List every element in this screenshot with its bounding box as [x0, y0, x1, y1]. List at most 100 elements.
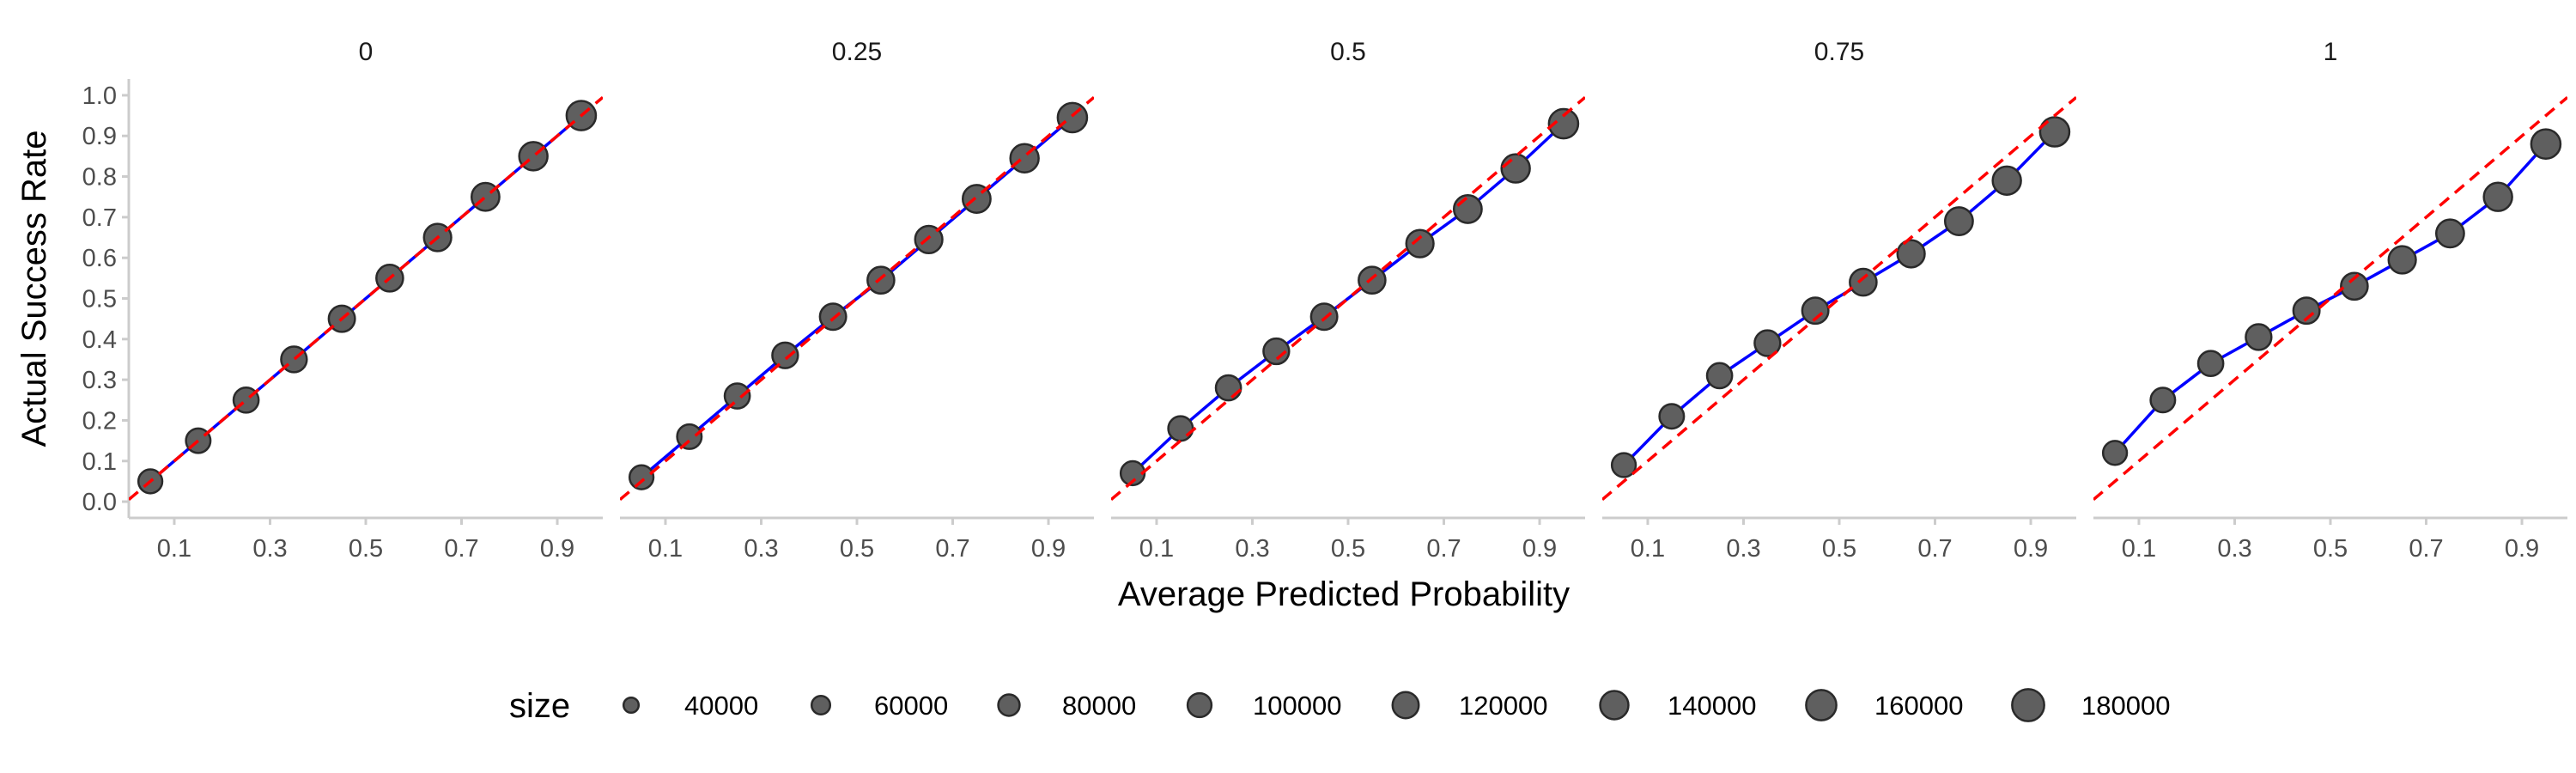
- data-point: [1849, 267, 1878, 297]
- data-point: [2101, 440, 2129, 466]
- facet-panel-1: 0.25 0.1 0.3 0.5 0.7 0.9: [620, 38, 1094, 563]
- legend-label: 180000: [2081, 691, 2170, 721]
- data-point: [1547, 107, 1580, 140]
- legend-label: 140000: [1668, 691, 1756, 721]
- x-tick-label: 0.7: [444, 535, 478, 563]
- fit-line: [640, 116, 1074, 479]
- data-point: [1705, 362, 1734, 390]
- fit-line: [2113, 143, 2548, 454]
- data-point: [676, 423, 703, 450]
- data-point: [1753, 329, 1782, 357]
- data-point: [2387, 245, 2417, 275]
- data-point: [628, 464, 655, 490]
- data-point: [2482, 181, 2513, 212]
- x-tick-label: 0.7: [2409, 535, 2443, 563]
- x-tick-label: 0.5: [1331, 535, 1365, 563]
- data-point: [2530, 128, 2562, 160]
- legend-title: size: [509, 687, 570, 725]
- legend-key: [1186, 691, 1213, 719]
- facet-panel-4: 1 0.1 0.3 0.5 0.7 0.9: [2093, 38, 2567, 563]
- y-tick-label: 1.0: [82, 82, 117, 110]
- reference-line: [1602, 95, 2076, 502]
- facet-label: 0.75: [1814, 38, 1864, 66]
- legend-label: 40000: [684, 691, 758, 721]
- x-tick-label: 0.5: [2313, 535, 2348, 563]
- data-point: [2196, 350, 2225, 378]
- data-point: [914, 224, 944, 255]
- x-tick-label: 0.3: [1235, 535, 1269, 563]
- x-tick-label: 0.3: [252, 535, 287, 563]
- legend-key: [2011, 688, 2045, 722]
- y-tick-label: 0.5: [82, 286, 117, 313]
- data-point: [771, 341, 799, 369]
- legend-label: 80000: [1062, 691, 1136, 721]
- facet-panel-0: 0 0.0 0.1 0.2 0.3 0.4 0.5 0.6 0.7 0.8 0.9 1.0 0.1 0.3…: [82, 38, 603, 563]
- data-point: [818, 302, 848, 332]
- data-point: [1405, 228, 1435, 259]
- reference-line: [1111, 95, 1585, 502]
- data-point: [723, 382, 751, 410]
- y-tick-label: 0.3: [82, 367, 117, 394]
- data-point: [1658, 403, 1686, 430]
- data-point: [1167, 415, 1194, 442]
- y-tick-label: 0.6: [82, 245, 117, 272]
- data-point: [1801, 296, 1830, 326]
- x-tick-label: 0.3: [2217, 535, 2251, 563]
- legend-item: 180000: [2011, 688, 2170, 722]
- data-point: [1500, 153, 1531, 184]
- legend-item: 100000: [1186, 691, 1341, 721]
- legend-item: 40000: [622, 691, 758, 721]
- x-tick-label: 0.1: [157, 535, 191, 563]
- x-tick-label: 0.7: [935, 535, 969, 563]
- legend-item: 140000: [1599, 690, 1756, 721]
- x-tick-label: 0.9: [2014, 535, 2048, 563]
- data-point: [2340, 271, 2369, 301]
- x-tick-label: 0.1: [1139, 535, 1174, 563]
- x-tick-label: 0.5: [349, 535, 383, 563]
- x-tick-label: 0.9: [1522, 535, 1557, 563]
- facet-label: 0.5: [1330, 38, 1366, 66]
- y-axis-title: Actual Success Rate: [15, 130, 53, 447]
- data-point: [2245, 323, 2273, 351]
- legend-key: [997, 693, 1021, 717]
- facet-panel-3: 0.75 0.1 0.3 0.5 0.7 0.9: [1602, 38, 2076, 563]
- x-tick-label: 0.7: [1426, 535, 1461, 563]
- y-tick-label: 0.1: [82, 448, 117, 476]
- legend-key: [1805, 689, 1838, 721]
- x-tick-label: 0.1: [1631, 535, 1665, 563]
- legend-label: 100000: [1253, 691, 1341, 721]
- data-point: [1943, 206, 1974, 237]
- size-legend: size 40000 60000 80000 100000 120000 140000 16…: [509, 687, 2170, 725]
- legend-label: 160000: [1874, 691, 1963, 721]
- y-tick-label: 0.4: [82, 326, 117, 354]
- legend-key: [622, 696, 641, 715]
- data-point: [1309, 302, 1339, 332]
- y-tick-label: 0.0: [82, 489, 117, 516]
- x-axis-title: Average Predicted Probability: [1118, 575, 1570, 613]
- facet-label: 1: [2324, 38, 2338, 66]
- x-tick-label: 0.9: [1031, 535, 1066, 563]
- x-tick-label: 0.3: [744, 535, 778, 563]
- facet-label: 0.25: [832, 38, 882, 66]
- data-point: [1452, 193, 1483, 224]
- x-tick-label: 0.5: [840, 535, 874, 563]
- legend-key: [810, 694, 832, 716]
- reference-line: [2093, 95, 2567, 502]
- data-point: [2038, 116, 2071, 148]
- x-tick-label: 0.3: [1726, 535, 1760, 563]
- x-tick-label: 0.9: [2505, 535, 2539, 563]
- data-point: [1358, 265, 1387, 295]
- legend-item: 120000: [1391, 691, 1547, 721]
- legend-item: 80000: [997, 691, 1136, 721]
- x-tick-label: 0.9: [540, 535, 574, 563]
- legend-item: 160000: [1805, 689, 1963, 721]
- facet-panel-2: 0.5 0.1 0.3 0.5 0.7 0.9: [1111, 38, 1585, 563]
- data-point: [1610, 452, 1637, 478]
- reference-line: [129, 95, 603, 502]
- legend-item: 60000: [810, 691, 948, 721]
- legend-key: [1599, 690, 1630, 721]
- y-tick-label: 0.9: [82, 123, 117, 150]
- legend-key: [1391, 691, 1420, 720]
- data-point: [1214, 374, 1242, 402]
- legend-label: 60000: [874, 691, 948, 721]
